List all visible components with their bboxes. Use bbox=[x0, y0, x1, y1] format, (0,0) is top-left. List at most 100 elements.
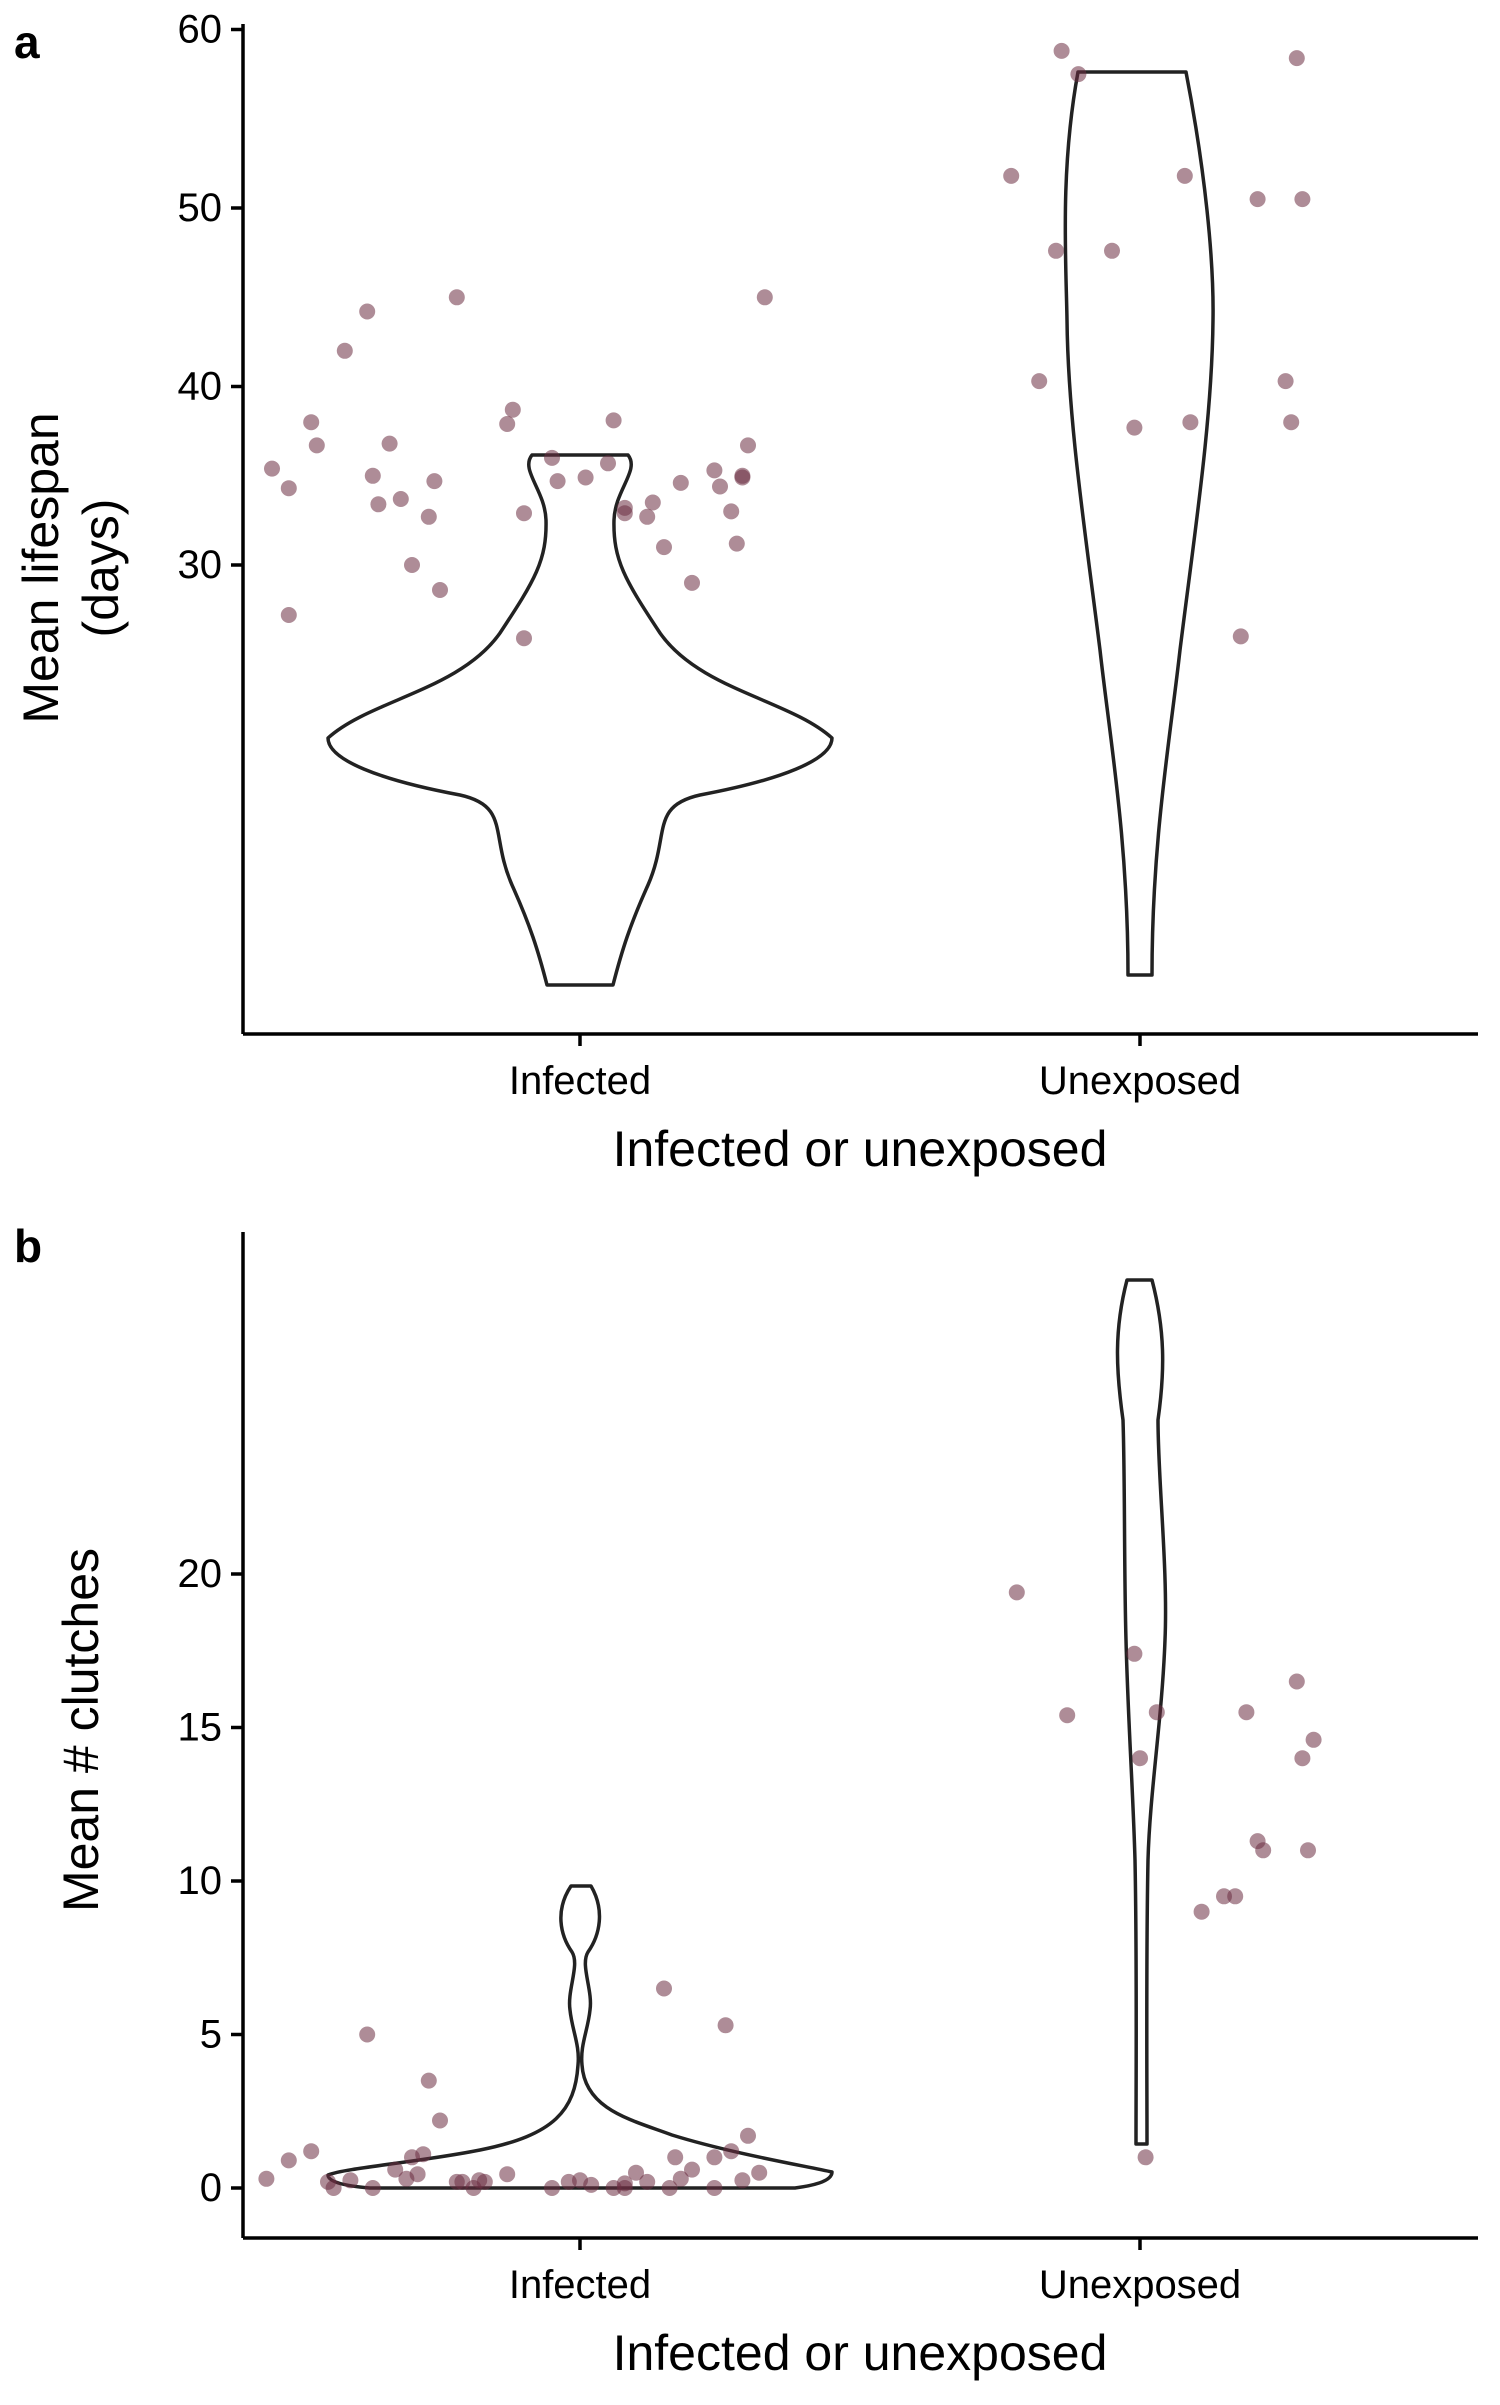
panel-a-point-unexposed bbox=[1070, 66, 1087, 83]
panel-b-violin-unexposed bbox=[1115, 1278, 1168, 2146]
panel-b-point-unexposed bbox=[1305, 1731, 1322, 1748]
panel-b-y-ticks: 0 5 10 15 20 bbox=[178, 1552, 243, 2210]
panel-a-point-unexposed bbox=[1031, 373, 1048, 390]
panel-b-y-tick-label: 0 bbox=[200, 2166, 222, 2210]
panel-a-point-unexposed bbox=[1288, 50, 1305, 67]
panel-a-point-infected bbox=[504, 401, 521, 418]
panel-a-point-unexposed bbox=[1003, 167, 1020, 184]
panel-b-point-unexposed bbox=[1137, 2149, 1154, 2166]
panel-b-point-unexposed bbox=[1132, 1750, 1148, 1767]
panel-b-point-infected bbox=[583, 2176, 600, 2193]
panel-a-point-infected bbox=[420, 508, 437, 525]
panel-b-letter: b bbox=[14, 1220, 42, 1272]
panel-b-x-tick-label-infected: Infected bbox=[509, 2263, 651, 2307]
panel-a: a Mean lifespan (days) 30 40 50 60 Infec… bbox=[13, 8, 1478, 1177]
panel-b-x-axis-title: Infected or unexposed bbox=[613, 2325, 1108, 2381]
panel-b-y-tick-label: 5 bbox=[200, 2013, 222, 2057]
panel-a-y-ticks: 30 40 50 60 bbox=[178, 8, 243, 587]
panel-b-point-infected bbox=[616, 2180, 633, 2196]
panel-a-point-unexposed bbox=[1053, 42, 1070, 59]
panel-a-point-infected bbox=[392, 491, 409, 507]
panel-b-y-tick-label: 10 bbox=[178, 1859, 223, 1903]
panel-a-point-infected bbox=[728, 535, 745, 552]
panel-a-point-infected bbox=[706, 462, 723, 479]
panel-a-point-unexposed bbox=[1249, 191, 1266, 208]
panel-a-point-infected bbox=[712, 478, 728, 495]
panel-a-point-unexposed bbox=[1294, 191, 1311, 208]
panel-b-point-infected bbox=[325, 2180, 342, 2196]
panel-b-point-infected bbox=[684, 2161, 700, 2178]
panel-b-point-infected bbox=[359, 2026, 376, 2043]
panel-a-letter: a bbox=[14, 16, 40, 68]
panel-a-point-infected bbox=[756, 289, 773, 306]
panel-b-point-infected bbox=[751, 2164, 768, 2181]
panel-a-y-tick-label: 30 bbox=[178, 543, 223, 587]
panel-a-point-unexposed bbox=[1126, 419, 1143, 436]
panel-b-violin-infected bbox=[326, 1884, 834, 2190]
panel-b-point-infected bbox=[628, 2164, 644, 2181]
panel-a-point-infected bbox=[426, 473, 443, 490]
panel-b-point-infected bbox=[667, 2149, 684, 2166]
panel-a-point-infected bbox=[308, 437, 325, 454]
panel-a-point-infected bbox=[684, 574, 700, 591]
panel-b-x-ticks: Infected Unexposed bbox=[509, 2238, 1241, 2307]
panel-a-point-infected bbox=[616, 499, 633, 516]
panel-b-y-axis-title: Mean # clutches bbox=[53, 1548, 109, 1912]
panel-b-point-infected bbox=[706, 2149, 723, 2166]
panel-a-point-infected bbox=[656, 539, 672, 556]
panel-b-point-infected bbox=[639, 2173, 656, 2190]
panel-a-y-axis-title: Mean lifespan (days) bbox=[13, 412, 129, 723]
panel-b-point-unexposed bbox=[1216, 1888, 1232, 1905]
panel-a-x-axis-title: Infected or unexposed bbox=[613, 1121, 1108, 1177]
panel-a-point-infected bbox=[499, 416, 516, 432]
panel-a-point-infected bbox=[280, 607, 297, 623]
panel-b-point-unexposed bbox=[1126, 1645, 1143, 1662]
panel-a-x-tick-label-infected: Infected bbox=[509, 1059, 651, 1103]
panel-a-y-axis-title-line1: Mean lifespan bbox=[13, 412, 69, 723]
panel-b-point-unexposed bbox=[1193, 1903, 1210, 1920]
panel-a-point-infected bbox=[734, 469, 751, 486]
panel-b-point-unexposed bbox=[1008, 1584, 1025, 1601]
panel-a-point-infected bbox=[723, 503, 740, 520]
panel-a-point-infected bbox=[404, 557, 420, 573]
panel-a-point-infected bbox=[639, 508, 656, 525]
panel-a-y-tick-label: 60 bbox=[178, 8, 223, 52]
panel-a-point-infected bbox=[336, 342, 353, 359]
panel-a-point-infected bbox=[672, 474, 689, 491]
panel-a-point-infected bbox=[264, 460, 280, 477]
panel-a-point-infected bbox=[364, 467, 381, 484]
panel-b-point-infected bbox=[258, 2170, 275, 2187]
panel-a-point-infected bbox=[544, 449, 560, 466]
panel-a-point-infected bbox=[740, 437, 756, 454]
panel-b-point-infected bbox=[432, 2112, 448, 2129]
panel-b-point-unexposed bbox=[1255, 1842, 1272, 1859]
panel-a-points bbox=[264, 42, 1311, 647]
panel-b-x-tick-label-unexposed: Unexposed bbox=[1039, 2263, 1241, 2307]
panel-b-point-infected bbox=[706, 2180, 723, 2196]
panel-a-point-unexposed bbox=[1182, 414, 1199, 431]
panel-a-point-infected bbox=[370, 496, 387, 513]
panel-a-point-infected bbox=[516, 630, 532, 647]
panel-b-point-infected bbox=[717, 2017, 734, 2034]
panel-a-y-tick-label: 40 bbox=[178, 365, 223, 409]
panel-a-violin-infected bbox=[326, 453, 834, 987]
panel-a-point-infected bbox=[303, 414, 320, 431]
panel-b-point-unexposed bbox=[1294, 1750, 1311, 1767]
panel-a-point-unexposed bbox=[1277, 373, 1294, 390]
panel-b-point-infected bbox=[364, 2180, 381, 2196]
panel-b: b Mean # clutches 0 5 10 15 20 Infected … bbox=[14, 1220, 1478, 2381]
panel-a-point-infected bbox=[432, 582, 448, 598]
panel-b-point-infected bbox=[280, 2152, 297, 2169]
panel-a-point-infected bbox=[448, 289, 465, 306]
panel-b-point-infected bbox=[672, 2170, 689, 2187]
panel-a-point-infected bbox=[359, 303, 376, 320]
panel-a-point-infected bbox=[280, 480, 297, 497]
panel-a-point-unexposed bbox=[1283, 414, 1300, 431]
panel-b-y-tick-label: 20 bbox=[178, 1552, 223, 1596]
panel-b-point-infected bbox=[387, 2161, 404, 2178]
panel-a-point-infected bbox=[605, 412, 622, 429]
panel-a-point-infected bbox=[577, 469, 594, 486]
panel-b-point-unexposed bbox=[1238, 1704, 1255, 1721]
